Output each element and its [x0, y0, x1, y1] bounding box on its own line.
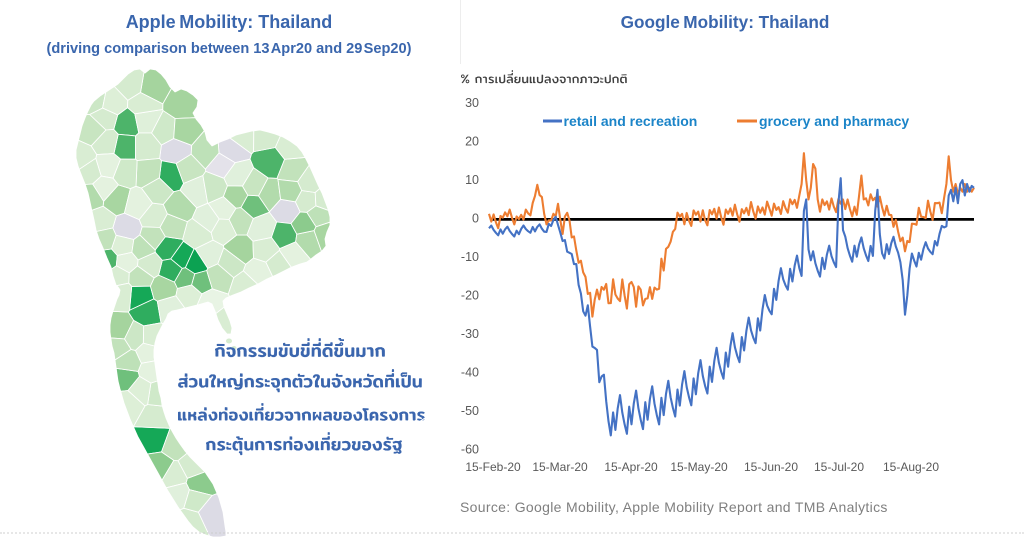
svg-text:15-Jul-20: 15-Jul-20: [814, 460, 864, 474]
svg-text:-60: -60: [461, 442, 479, 456]
svg-text:15-May-20: 15-May-20: [670, 460, 728, 474]
svg-text:15-Mar-20: 15-Mar-20: [532, 460, 588, 474]
svg-text:-50: -50: [461, 404, 479, 418]
svg-text:15-Feb-20: 15-Feb-20: [465, 460, 521, 474]
svg-text:15-Aug-20: 15-Aug-20: [883, 460, 939, 474]
svg-text:grocery and pharmacy: grocery and pharmacy: [759, 113, 909, 129]
svg-text:10: 10: [465, 173, 479, 187]
svg-text:retail and recreation: retail and recreation: [564, 113, 698, 129]
svg-text:30: 30: [465, 96, 479, 110]
svg-text:-10: -10: [461, 250, 479, 264]
svg-text:-40: -40: [461, 365, 479, 379]
svg-text:20: 20: [465, 135, 479, 149]
svg-text:0: 0: [472, 212, 479, 226]
svg-text:-30: -30: [461, 327, 479, 341]
svg-text:15-Apr-20: 15-Apr-20: [604, 460, 658, 474]
svg-text:15-Jun-20: 15-Jun-20: [744, 460, 798, 474]
svg-text:-20: -20: [461, 289, 479, 303]
